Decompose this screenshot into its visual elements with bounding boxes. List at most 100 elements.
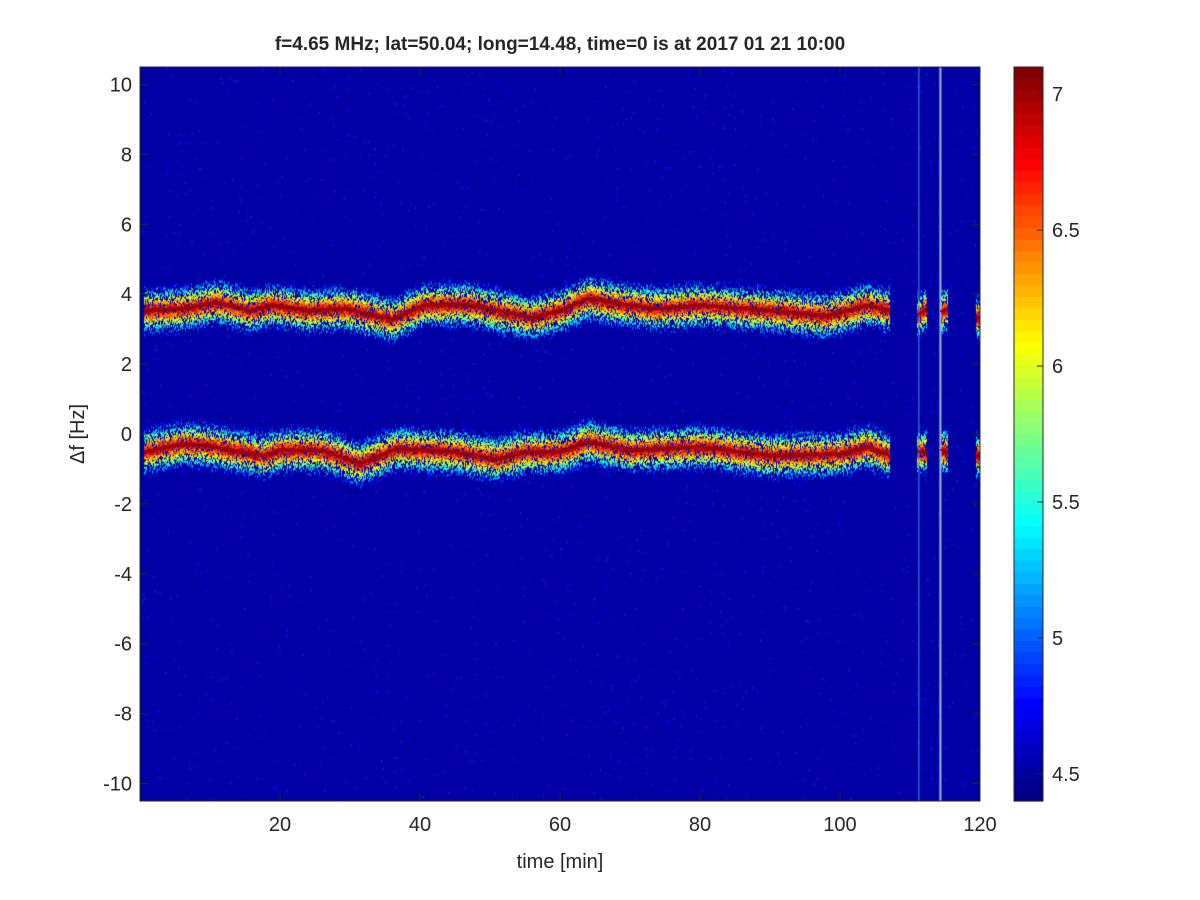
colorbar-swatch [1014,766,1043,779]
x-tick-label: 120 [963,814,996,836]
axes-box [139,66,981,802]
y-tick-label: -6 [114,634,132,656]
x-tick-label: 80 [689,814,711,836]
y-axis-label: Δf [Hz] [67,404,89,464]
colorbar-swatch [1014,697,1043,710]
y-tick-label: -2 [114,494,132,516]
x-tick-label: 60 [549,814,571,836]
x-tick-label: 100 [823,814,856,836]
colorbar-swatch [1014,227,1043,240]
colorbar-swatch [1014,319,1043,332]
colorbar-swatch [1014,456,1043,470]
colorbar-swatch [1014,411,1043,424]
colorbar-swatch [1014,594,1043,607]
colorbar-swatch [1014,112,1043,125]
colorbar-swatch [1014,376,1043,389]
colorbar-swatch [1014,674,1043,687]
colorbar-swatch [1014,307,1043,320]
colorbar-swatch [1014,709,1043,722]
x-tick-label: 20 [269,814,291,836]
colorbar-swatch [1014,284,1043,297]
trace-line-1 [143,440,890,464]
colorbar-swatch [1014,755,1043,768]
colorbar-swatch [1014,479,1043,492]
y-tick-label: -4 [114,564,132,586]
colorbar-tick-label: 4.5 [1052,764,1080,786]
colorbar-swatch [1014,491,1043,504]
colorbar-swatch [1014,514,1043,527]
colorbar-tick-label: 5 [1052,628,1063,650]
colorbar-swatch [1014,135,1043,148]
colorbar-tick-label: 7 [1052,84,1063,106]
colorbar-swatch [1014,560,1043,573]
colorbar-swatch [1014,468,1043,481]
x-axis: 20 40 60 80 100 120 [269,67,997,836]
trace-line-0 [939,307,948,313]
colorbar-swatch [1014,778,1043,791]
colorbar-swatch [1014,686,1043,699]
colorbar-swatch [1014,330,1043,343]
colorbar-swatch [1014,147,1043,160]
colorbar-swatch [1014,365,1043,378]
y-tick-label: 6 [121,214,132,236]
colorbar-tick-label: 6 [1052,356,1063,378]
y-axis: -10 -8 -6 -4 -2 0 2 4 6 8 10 [103,74,980,796]
colorbar-swatch [1014,606,1043,619]
trace-line-0 [916,307,927,316]
colorbar-swatch [1014,525,1043,538]
colorbar-swatch [1014,445,1043,458]
colorbar-box [1013,66,1044,802]
trace-lines [143,296,979,464]
colorbar-swatch [1014,250,1043,263]
colorbar-swatch [1014,434,1043,447]
colorbar-swatch [1014,502,1043,515]
colorbar-swatch [1014,170,1043,183]
trace-line-1 [939,448,948,453]
colorbar-swatch [1014,743,1043,756]
colorbar-swatch [1014,181,1043,194]
colorbar-swatch [1014,651,1043,664]
colorbar: 4.5 5 5.5 6 6.5 7 [1013,66,1080,802]
colorbar-swatch [1014,617,1043,630]
spectrogram-heatmap [140,67,980,801]
colorbar-swatch [1014,193,1043,206]
colorbar-swatch [1014,216,1043,229]
colorbar-swatch [1014,239,1043,252]
colorbar-swatch [1014,101,1043,114]
colorbar-swatch [1014,537,1043,550]
colorbar-swatch [1014,78,1043,91]
colorbar-swatch [1014,628,1043,642]
colorbar-swatch [1014,273,1043,286]
y-tick-label: -10 [103,774,132,796]
x-tick-label: 40 [409,814,431,836]
y-tick-label: 8 [121,144,132,166]
colorbar-swatch [1014,548,1043,561]
colorbar-swatch [1014,158,1043,171]
colorbar-swatch [1014,342,1043,355]
y-tick-label: 4 [121,284,132,306]
colorbar-swatch [1014,571,1043,584]
colorbar-swatch [1014,640,1043,653]
y-tick-label: -8 [114,704,132,726]
colorbar-tick-label: 6.5 [1052,220,1080,242]
x-axis-label: time [min] [517,851,604,873]
colorbar-swatch [1014,89,1043,103]
colorbar-swatch [1014,261,1043,275]
colorbar-swatch [1014,732,1043,745]
colorbar-swatch [1014,67,1043,80]
colorbar-swatch [1014,296,1043,309]
colorbar-swatch [1014,422,1043,435]
colorbar-swatch [1014,353,1043,366]
y-tick-label: 2 [121,354,132,376]
y-tick-label: 10 [110,74,132,96]
trace-line-0 [143,296,890,320]
colorbar-swatch [1014,399,1043,412]
colorbar-tick-label: 5.5 [1052,492,1080,514]
colorbar-swatch [1014,388,1043,401]
colorbar-swatch [1014,124,1043,137]
colorbar-swatch [1014,204,1043,217]
colorbar-swatch [1014,663,1043,676]
colorbar-swatch [1014,720,1043,733]
